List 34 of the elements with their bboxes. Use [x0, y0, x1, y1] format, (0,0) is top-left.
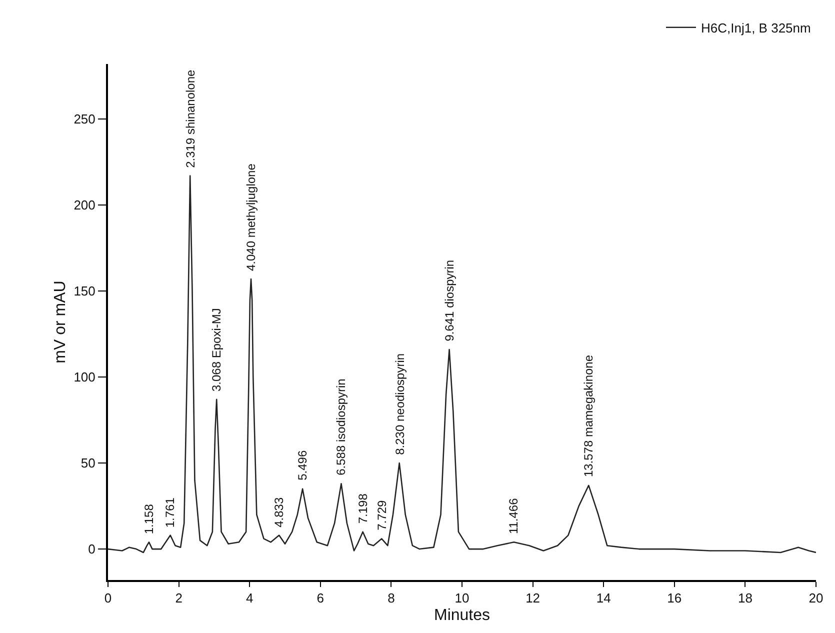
x-tick-label: 10: [454, 590, 470, 606]
legend-label: H6C,Inj1, B 325nm: [701, 20, 811, 36]
y-tick-label: 150: [74, 284, 96, 299]
annotation: 7.198: [356, 493, 370, 524]
y-axis-title: mV or mAU: [52, 280, 69, 364]
y-tick-label: 200: [74, 198, 96, 213]
annotation: 1.761: [163, 497, 178, 528]
y-tick-label: 0: [88, 542, 96, 557]
annotation: 9.641 diospyrin: [442, 260, 456, 342]
x-tick-label: 8: [388, 590, 395, 606]
x-tick-label: 14: [596, 590, 611, 606]
x-tick-label: 4: [246, 590, 254, 606]
x-tick-label: 20: [808, 590, 824, 606]
annotation: 3.068 Epoxi-MJ: [210, 308, 224, 392]
annotation: 13.578 mamegakinone: [581, 354, 596, 478]
annotation: 4.040 methyljuglone: [244, 163, 258, 272]
annotation: 6.588 isodiospyrin: [334, 378, 348, 476]
x-tick-label: 16: [667, 590, 682, 606]
annotation: 5.496: [296, 450, 310, 480]
annotation: 2.319 shinanolone: [183, 69, 198, 168]
y-tick-label: 100: [74, 370, 96, 385]
x-tick-label: 2: [175, 590, 182, 606]
annotation: 7.729: [374, 500, 389, 530]
y-tick-label: 250: [74, 112, 96, 127]
annotation: 11.466: [506, 498, 521, 534]
x-axis-title: Minutes: [434, 606, 490, 624]
x-tick-label: 0: [104, 590, 112, 606]
annotation: 1.158: [142, 504, 156, 534]
annotation: 8.230 neodiospyrin: [392, 353, 407, 455]
annotation: 4.833: [272, 497, 286, 528]
x-tick-label: 6: [316, 590, 324, 606]
x-tick-label: 12: [526, 590, 540, 606]
y-tick-label: 50: [80, 456, 96, 471]
x-tick-label: 18: [738, 590, 752, 606]
